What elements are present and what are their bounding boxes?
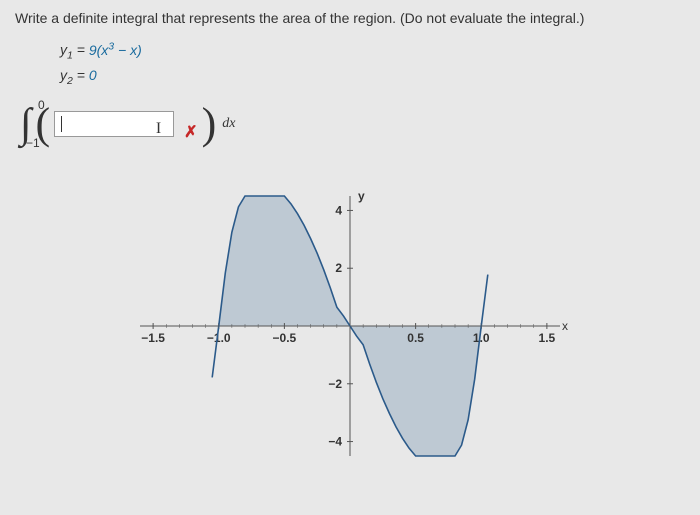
svg-text:2: 2 <box>335 261 342 275</box>
dx-label: dx <box>222 116 235 132</box>
incorrect-icon: ✗ <box>184 122 197 142</box>
svg-text:y: y <box>358 189 365 203</box>
svg-text:1.5: 1.5 <box>539 331 556 345</box>
integral-lower-limit: −1 <box>26 136 40 150</box>
svg-text:−0.5: −0.5 <box>273 331 297 345</box>
chart-container: −1.5 −1.0 −0.5 0.5 1.0 1.5 −4 −2 2 4 x y <box>15 166 685 486</box>
equation-y1: y1 = 9(x3 − x) <box>60 38 685 64</box>
svg-text:−4: −4 <box>328 434 342 448</box>
svg-text:1.0: 1.0 <box>473 331 490 345</box>
function-chart: −1.5 −1.0 −0.5 0.5 1.0 1.5 −4 −2 2 4 x y <box>110 166 590 486</box>
equation-y2: y2 = 0 <box>60 64 685 90</box>
svg-text:4: 4 <box>335 203 342 217</box>
equations-block: y1 = 9(x3 − x) y2 = 0 <box>60 38 685 90</box>
question-text: Write a definite integral that represent… <box>15 10 685 26</box>
svg-text:−1.0: −1.0 <box>207 331 231 345</box>
svg-text:0.5: 0.5 <box>407 331 424 345</box>
svg-text:x: x <box>562 319 568 333</box>
integral-upper-limit: 0 <box>38 98 45 112</box>
svg-text:−2: −2 <box>328 377 342 391</box>
svg-text:−1.5: −1.5 <box>141 331 165 345</box>
integral-expression: ∫ 0 −1 ( I ✗ ) dx <box>20 100 685 148</box>
integral-sign: ∫ 0 −1 <box>20 100 32 148</box>
right-paren: ) <box>202 102 217 146</box>
integrand-input[interactable]: I <box>54 111 174 137</box>
